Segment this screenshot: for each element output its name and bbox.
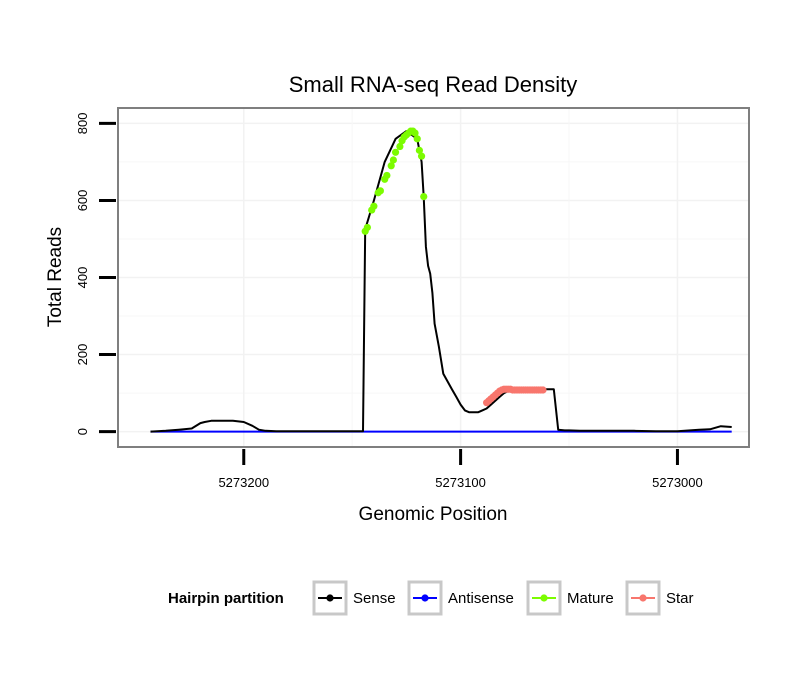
legend: Hairpin partition Sense Antisense Mature St… [168,580,694,616]
data-point-mature [411,129,419,137]
data-point-mature [415,146,424,154]
data-point-mature [383,171,391,180]
legend-label-mature: Mature [567,590,614,607]
data-point-mature [420,193,428,201]
x-axis: 5273200 5273100 5273000 [218,449,703,490]
legend-key-point-antisense [421,594,429,602]
y-tick-label: 800 [75,113,90,135]
data-point-mature [363,223,371,232]
legend-key-point-star [639,594,647,602]
legend-key-point-sense [326,594,334,602]
data-point-mature [391,148,400,156]
y-tick-label: 600 [75,190,90,212]
grid-lines [118,108,749,447]
x-tick-label: 5273100 [435,475,486,490]
data-point-mature [389,156,397,164]
x-axis-title: Genomic Position [359,504,508,525]
legend-label-antisense: Antisense [448,590,514,607]
data-point-star [539,386,547,394]
data-point-mature [413,135,421,143]
data-point-mature [417,152,426,160]
y-axis: 0 200 400 600 800 [75,113,116,435]
y-tick-label: 0 [75,428,90,435]
legend-title: Hairpin partition [168,590,284,607]
x-tick-label: 5273000 [652,475,703,490]
x-tick-label: 5273200 [218,475,269,490]
data-point-mature [370,202,378,210]
y-tick-label: 400 [75,267,90,289]
y-axis-title: Total Reads [45,227,66,327]
y-tick-label: 200 [75,344,90,366]
panel-border [117,107,750,448]
data-point-mature [376,187,384,195]
data-point-mature [396,142,404,151]
legend-label-sense: Sense [353,590,396,607]
legend-key-point-mature [540,594,548,602]
series-line-sense [150,130,732,433]
data-point-mature [387,162,395,170]
chart-title: Small RNA-seq Read Density [289,72,578,97]
data-layer [150,127,732,433]
legend-label-star: Star [666,590,694,607]
